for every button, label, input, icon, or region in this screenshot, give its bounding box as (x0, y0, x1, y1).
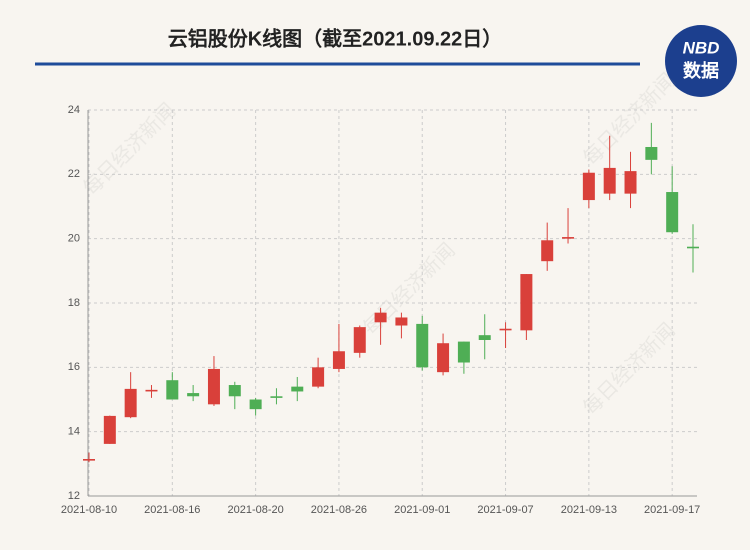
y-tick-label: 14 (68, 426, 80, 438)
candle-body (582, 172, 595, 201)
candle-body (395, 317, 408, 326)
candle-body (249, 399, 262, 410)
x-tick-label: 2021-08-20 (227, 504, 283, 516)
candle-body (270, 396, 283, 398)
candle-body (687, 246, 699, 249)
candle-body (374, 312, 387, 323)
candle-body (353, 327, 366, 353)
y-tick-label: 22 (68, 168, 80, 180)
candle-body (83, 459, 95, 461)
candle-body (145, 389, 158, 392)
y-tick-label: 16 (68, 361, 80, 373)
x-tick-label: 2021-09-17 (644, 504, 700, 516)
y-tick-label: 24 (68, 104, 80, 116)
logo-top: NBD (683, 38, 720, 57)
candle-body (332, 351, 345, 369)
candle-body (103, 415, 116, 444)
candle-body (624, 171, 637, 194)
candle-body (457, 341, 470, 363)
x-tick-label: 2021-09-07 (477, 504, 533, 516)
chart-title: 云铝股份K线图（截至2021.09.22日） (168, 26, 503, 50)
logo (665, 25, 737, 97)
x-tick-label: 2021-09-13 (561, 504, 617, 516)
candle-body (499, 328, 512, 331)
candle-body (478, 335, 491, 340)
candle-body (416, 323, 429, 368)
y-tick-label: 12 (68, 490, 80, 502)
candle-body (166, 380, 179, 400)
x-tick-label: 2021-09-01 (394, 504, 450, 516)
x-tick-label: 2021-08-26 (311, 504, 367, 516)
candle-body (520, 274, 533, 331)
candle-body (124, 388, 137, 418)
x-tick-label: 2021-08-10 (61, 504, 117, 516)
candle-body (228, 385, 241, 397)
y-tick-label: 20 (68, 233, 80, 245)
candle-body (312, 367, 325, 387)
candle-body (645, 146, 658, 160)
y-tick-label: 18 (68, 297, 80, 309)
logo-bottom: 数据 (683, 60, 719, 81)
candle-body (666, 192, 679, 233)
x-tick-label: 2021-08-16 (144, 504, 200, 516)
candle-body (187, 393, 200, 397)
candle-body (562, 237, 575, 239)
candle-body (437, 343, 450, 373)
candle-body (207, 368, 220, 405)
candle-body (291, 386, 304, 392)
candle-body (541, 240, 554, 262)
candle-body (603, 167, 616, 194)
